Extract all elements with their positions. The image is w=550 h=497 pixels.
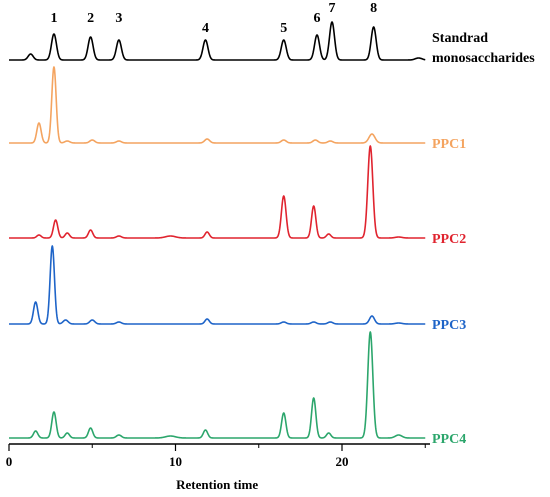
series-label-3: PPC3 — [432, 318, 466, 333]
peak-label-2: 2 — [87, 11, 94, 26]
peak-label-8: 8 — [370, 1, 377, 16]
peak-label-1: 1 — [50, 11, 57, 26]
series-line-0 — [8, 21, 426, 61]
peak-label-5: 5 — [280, 21, 287, 36]
series-label-0-line-0: Standrad — [432, 31, 488, 46]
series-line-4 — [8, 331, 426, 439]
x-tick-label-10: 10 — [169, 454, 182, 469]
peak-label-3: 3 — [115, 11, 122, 26]
x-tick-label-0: 0 — [6, 454, 13, 469]
series-line-3 — [8, 245, 426, 325]
series-label-1: PPC1 — [432, 137, 466, 152]
series-label-0-line-1: monosaccharides — [432, 51, 535, 66]
series-label-4: PPC4 — [432, 432, 466, 447]
peak-label-7: 7 — [329, 1, 336, 16]
peak-label-4: 4 — [202, 21, 209, 36]
series-line-1 — [8, 66, 426, 144]
x-axis-title: Retention time — [176, 477, 258, 492]
x-tick-label-20: 20 — [336, 454, 349, 469]
series-label-2: PPC2 — [432, 232, 466, 247]
series-line-2 — [8, 145, 426, 239]
peak-label-6: 6 — [314, 11, 321, 26]
